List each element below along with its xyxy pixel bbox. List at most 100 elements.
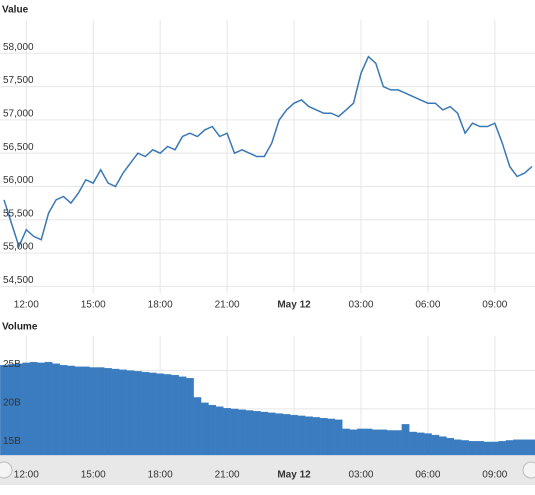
volume-bar [386,430,395,456]
volume-bar [96,367,105,456]
volume-bar [238,409,246,456]
volume-bar [379,429,388,456]
volume-bar [267,412,276,456]
volume-bar [67,365,75,456]
volume-bar [468,441,477,456]
volume-bar [171,375,179,456]
y-tick-label: 54,500 [3,275,34,286]
volume-bar [334,419,343,456]
navigator-handle[interactable] [0,461,13,479]
volume-bar [252,411,261,456]
y-tick-label: 56,000 [3,175,34,186]
volume-bar [275,413,284,456]
volume-bar [59,365,68,456]
volume-bar [364,428,373,456]
volume-bar [193,397,202,456]
volume-bar [401,424,410,456]
x-tick-label: 12:00 [14,300,39,311]
volume-bar [424,433,432,456]
x-tick-label: 12:00 [14,470,39,481]
volume-bar [394,430,403,456]
x-tick-label: 03:00 [348,470,373,481]
volume-bar [52,363,60,456]
volume-bar [453,439,462,456]
volume-bar [156,373,165,456]
volume-bar [148,372,157,456]
volume-bar [409,431,417,456]
volume-bar [163,374,172,456]
volume-bar [520,439,529,456]
volume-bar [431,434,440,456]
volume-bar [37,362,46,456]
volume-bar [141,371,150,456]
volume-bar [81,366,90,456]
volume-bar [297,415,306,456]
x-tick-label: 21:00 [215,470,240,481]
volume-bar [461,440,469,456]
volume-bar [490,441,499,456]
x-tick-label: 18:00 [148,470,173,481]
x-tick-label: 09:00 [482,300,507,311]
x-tick-label: 18:00 [148,300,173,311]
price-line [3,55,533,249]
volume-bar [44,361,53,456]
x-tick-label: 15:00 [81,470,106,481]
x-tick-label: 09:00 [482,470,507,481]
volume-bar [476,441,484,456]
volume-bar [290,414,298,456]
volume-bar [349,429,358,456]
x-tick-label: 06:00 [415,470,440,481]
volume-bar [104,368,112,456]
volume-bar [119,369,127,456]
volume-bar [327,418,336,456]
volume-bar [230,408,239,456]
volume-bar [498,441,507,456]
volume-bar [446,437,455,456]
volume-bar [483,441,492,456]
volume-bar [342,428,350,456]
volume-bar [126,370,135,456]
y-tick-label: 25B [3,359,21,370]
panel-title: Value [2,5,29,16]
y-tick-label: 55,000 [3,242,34,253]
y-tick-label: 58,000 [3,42,34,53]
volume-bar [282,414,291,456]
y-tick-label: 56,500 [3,142,34,153]
volume-bar [528,439,535,456]
y-tick-label: 57,000 [3,109,34,120]
y-tick-label: 55,500 [3,208,34,219]
volume-bar [22,362,31,456]
navigator-handle[interactable] [522,461,535,479]
volume-bar [245,410,254,456]
x-tick-label: May 12 [277,470,311,481]
volume-bar [186,378,194,456]
y-tick-label: 20B [3,398,21,409]
volume-bar [319,417,328,456]
volume-bar [178,376,187,456]
volume-bar [111,368,120,456]
x-tick-label: 03:00 [348,300,373,311]
x-tick-label: 15:00 [81,300,106,311]
volume-bar [29,361,38,456]
x-tick-label: 06:00 [415,300,440,311]
volume-bar [133,371,142,456]
volume-bar [305,416,313,456]
panel-title: Volume [2,322,38,333]
y-tick-label: 57,500 [3,75,34,86]
volume-bar [505,440,514,456]
volume-bar [371,429,380,456]
volume-bar [438,436,447,456]
volume-bar [200,402,209,456]
volume-bar [74,366,83,456]
volume-bar [89,367,98,456]
y-tick-label: 15B [3,436,21,447]
volume-bar [416,432,425,456]
volume-bar [357,428,365,456]
x-tick-label: May 12 [277,300,311,311]
volume-bar [312,417,321,456]
volume-bar [513,439,521,456]
x-tick-label: 21:00 [215,300,240,311]
navigator-strip [0,455,535,485]
volume-bar [223,408,231,456]
volume-bar [215,406,224,456]
